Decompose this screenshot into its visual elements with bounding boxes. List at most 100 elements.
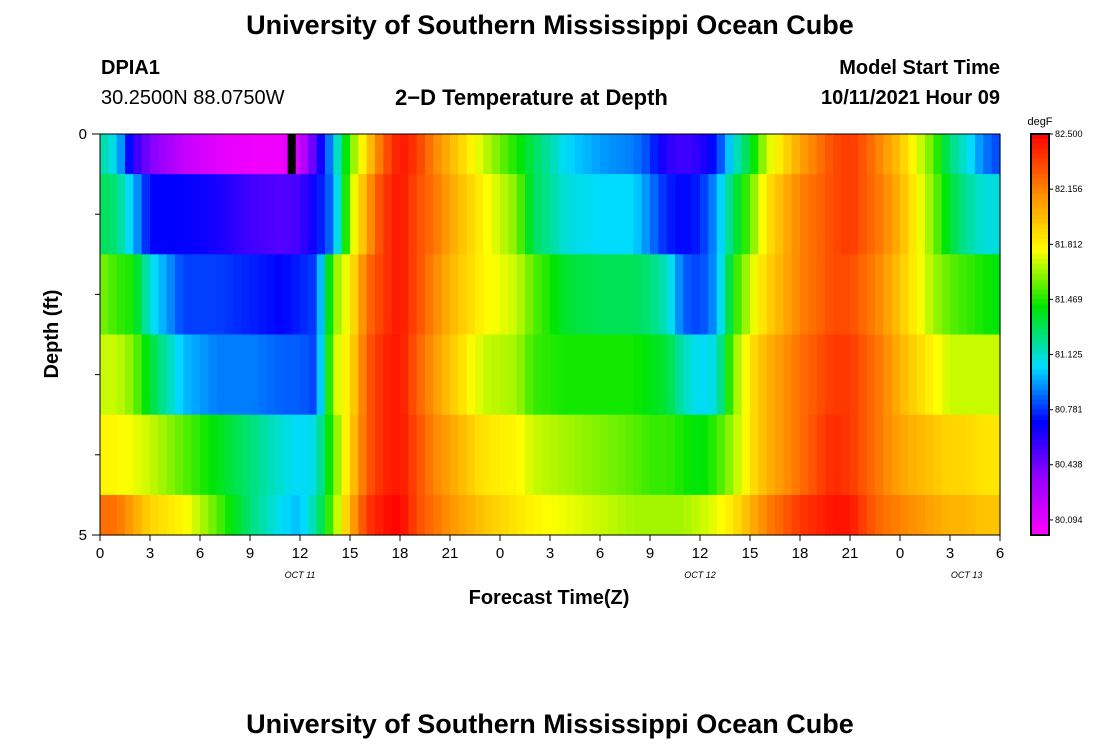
heatmap-cell bbox=[450, 414, 459, 496]
heatmap-cell bbox=[925, 254, 934, 336]
heatmap-cell bbox=[725, 174, 734, 255]
heatmap-cell bbox=[716, 414, 726, 496]
heatmap-cell bbox=[533, 134, 543, 175]
heatmap-cell bbox=[950, 254, 959, 336]
heatmap-cell bbox=[816, 334, 826, 416]
heatmap-cell bbox=[191, 174, 201, 255]
heatmap-cell bbox=[925, 174, 934, 255]
heatmap-cell bbox=[900, 334, 909, 416]
heatmap-cell bbox=[608, 174, 618, 255]
heatmap-cell bbox=[400, 334, 409, 416]
heatmap-cell bbox=[466, 494, 476, 536]
heatmap-cell bbox=[641, 254, 651, 336]
heatmap-cell bbox=[358, 494, 368, 536]
heatmap-cell bbox=[416, 414, 426, 496]
heatmap-cell bbox=[133, 334, 143, 416]
heatmap-cell bbox=[141, 334, 151, 416]
heatmap-cell bbox=[358, 174, 368, 255]
heatmap-cell bbox=[141, 254, 151, 336]
x-tick-label: 6 bbox=[196, 545, 204, 562]
heatmap-cell bbox=[816, 254, 826, 336]
x-tick-label: 0 bbox=[96, 545, 104, 562]
station-id: DPIA1 bbox=[101, 57, 160, 79]
heatmap-cell bbox=[675, 494, 684, 536]
heatmap-cell bbox=[558, 254, 568, 336]
x-tick-label: 6 bbox=[996, 545, 1004, 562]
heatmap-cell bbox=[958, 334, 968, 416]
heatmap-cell bbox=[591, 134, 601, 175]
heatmap-cell bbox=[758, 334, 768, 416]
heatmap-cell bbox=[133, 414, 143, 496]
heatmap-cell bbox=[733, 334, 743, 416]
heatmap-cell bbox=[300, 254, 309, 336]
heatmap-cell bbox=[983, 494, 993, 536]
heatmap-cell bbox=[916, 334, 926, 416]
heatmap-cell bbox=[383, 134, 393, 175]
heatmap-cell bbox=[525, 334, 534, 416]
heatmap-cell bbox=[416, 494, 426, 536]
colorbar-swatch bbox=[1031, 309, 1049, 316]
heatmap-cell bbox=[100, 254, 109, 336]
heatmap-cell bbox=[866, 334, 876, 416]
heatmap-cell bbox=[158, 134, 168, 175]
heatmap-cell bbox=[800, 134, 809, 175]
heatmap-cell bbox=[583, 174, 593, 255]
colorbar-swatch bbox=[1031, 159, 1049, 165]
heatmap-cell bbox=[683, 414, 693, 496]
heatmap-cell bbox=[116, 414, 126, 496]
heatmap-cell bbox=[400, 414, 409, 496]
heatmap-cell bbox=[825, 334, 834, 416]
heatmap-cell bbox=[866, 174, 876, 255]
heatmap-cell bbox=[708, 334, 718, 416]
y-tick-label: 0 bbox=[79, 126, 87, 143]
heatmap-cell bbox=[775, 174, 784, 255]
heatmap-cell bbox=[891, 414, 901, 496]
heatmap-cell bbox=[666, 174, 676, 255]
heatmap-cell bbox=[175, 334, 184, 416]
heatmap-cell bbox=[266, 254, 276, 336]
heatmap-cell bbox=[858, 414, 868, 496]
heatmap-cell bbox=[175, 494, 184, 536]
heatmap-cell bbox=[625, 174, 634, 255]
heatmap-cell bbox=[575, 174, 584, 255]
colorbar-swatch bbox=[1031, 204, 1049, 210]
x-tick-label: 3 bbox=[146, 545, 154, 562]
heatmap-cell bbox=[475, 134, 484, 175]
heatmap-cell bbox=[491, 494, 501, 536]
heatmap-cell bbox=[725, 494, 734, 536]
x-tick-label: 12 bbox=[292, 545, 309, 562]
heatmap-cell bbox=[100, 414, 109, 496]
colorbar-swatch bbox=[1031, 499, 1049, 506]
heatmap-cell bbox=[550, 174, 559, 255]
heatmap-cell bbox=[750, 334, 759, 416]
heatmap-cell bbox=[783, 414, 793, 496]
heatmap-cell bbox=[975, 414, 984, 496]
colorbar-swatch bbox=[1031, 494, 1049, 501]
heatmap-cell bbox=[350, 254, 359, 336]
heatmap-cell bbox=[858, 174, 868, 255]
heatmap-cell bbox=[250, 414, 259, 496]
heatmap-cell bbox=[983, 334, 993, 416]
heatmap-cell bbox=[475, 494, 484, 536]
heatmap-cell bbox=[150, 174, 159, 255]
heatmap-cell bbox=[425, 414, 434, 496]
heatmap-cell bbox=[116, 334, 126, 416]
date-label: OCT 12 bbox=[684, 570, 716, 580]
heatmap-cell bbox=[933, 254, 943, 336]
heatmap-cell bbox=[450, 174, 459, 255]
heatmap-cell bbox=[883, 414, 893, 496]
heatmap-cell bbox=[483, 334, 493, 416]
heatmap-cell bbox=[966, 334, 976, 416]
colorbar-swatch bbox=[1031, 439, 1049, 446]
heatmap-cell bbox=[775, 494, 784, 536]
heatmap-cell bbox=[408, 334, 418, 416]
heatmap-cell bbox=[733, 134, 743, 175]
heatmap-cell bbox=[525, 494, 534, 536]
heatmap-cell bbox=[966, 254, 976, 336]
heatmap-cell bbox=[875, 254, 884, 336]
heatmap-cell bbox=[541, 334, 551, 416]
heatmap-cell bbox=[108, 494, 118, 536]
heatmap-cell bbox=[891, 174, 901, 255]
heatmap-cell bbox=[475, 414, 484, 496]
heatmap-cell bbox=[941, 494, 951, 536]
